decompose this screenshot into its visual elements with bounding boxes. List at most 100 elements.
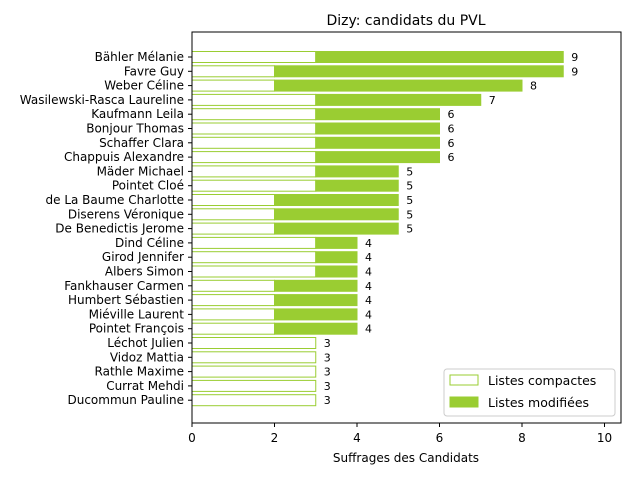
- y-tick-label: Weber Céline: [104, 79, 184, 93]
- bar-compactes: [191, 51, 317, 63]
- bar-modifiees: [315, 265, 358, 278]
- value-label: 3: [324, 366, 331, 379]
- bar-modifiees: [315, 93, 482, 106]
- bar-modifiees: [274, 322, 358, 335]
- bar-modifiees: [315, 236, 358, 249]
- value-label: 9: [571, 65, 578, 78]
- value-label: 4: [365, 251, 372, 264]
- legend-frame: [443, 368, 616, 417]
- value-label: 4: [365, 266, 372, 279]
- y-tick-label: Schaffer Clara: [99, 136, 184, 150]
- bar-modifiees: [274, 308, 358, 321]
- y-tick-label: Chappuis Alexandre: [64, 150, 184, 164]
- bar-compactes: [191, 236, 317, 249]
- y-tick-label: Humbert Sébastien: [68, 293, 184, 307]
- bar-modifiees: [315, 136, 440, 149]
- bar-compactes: [191, 294, 275, 307]
- legend-swatch-compactes: [449, 374, 479, 386]
- bar-compactes: [191, 93, 317, 106]
- bar-compactes: [191, 222, 275, 235]
- y-tick-label: Miéville Laurent: [89, 307, 185, 321]
- bar-compactes: [191, 322, 275, 335]
- bar-modifiees: [315, 151, 440, 164]
- y-tick-label: de La Baume Charlotte: [46, 193, 185, 207]
- bar-modifiees: [274, 208, 399, 221]
- bar-modifiees: [315, 108, 440, 121]
- bar-modifiees: [274, 79, 523, 92]
- plot-frame: [191, 31, 622, 424]
- value-label: 9: [571, 51, 578, 64]
- bar-compactes: [191, 65, 275, 78]
- value-label: 5: [406, 165, 413, 178]
- y-tick-label: Fankhauser Carmen: [64, 279, 184, 293]
- legend-swatch-modifiees: [449, 396, 479, 408]
- bar-compactes: [191, 337, 317, 349]
- x-tick-label: 2: [271, 431, 279, 445]
- bar-modifiees: [315, 179, 399, 192]
- y-tick-label: Bähler Mélanie: [95, 50, 184, 64]
- value-label: 4: [365, 323, 372, 336]
- y-tick-label: Favre Guy: [124, 64, 184, 78]
- y-tick-label: Vidoz Mattia: [110, 350, 184, 364]
- value-label: 5: [406, 223, 413, 236]
- bar-compactes: [191, 108, 317, 121]
- bar-modifiees: [274, 279, 358, 292]
- value-label: 6: [448, 151, 455, 164]
- value-label: 6: [448, 137, 455, 150]
- value-label: 3: [324, 394, 331, 407]
- bar-compactes: [191, 208, 275, 221]
- y-tick-label: Mäder Michael: [97, 164, 184, 178]
- bar-compactes: [191, 122, 317, 135]
- bar-compactes: [191, 179, 317, 192]
- bar-compactes: [191, 365, 317, 378]
- bar-modifiees: [315, 122, 440, 135]
- bar-compactes: [191, 79, 275, 92]
- bar-compactes: [191, 351, 317, 364]
- bar-compactes: [191, 136, 317, 149]
- x-tick-label: 4: [353, 431, 361, 445]
- legend-label-modifiees: Listes modifiées: [488, 395, 589, 410]
- value-label: 3: [324, 337, 331, 350]
- bars-group: [191, 51, 564, 407]
- x-tick-label: 0: [188, 431, 196, 445]
- y-tick-label: Kaufmann Leila: [91, 107, 184, 121]
- y-tick-label: Bonjour Thomas: [86, 122, 184, 136]
- legend: Listes compactes Listes modifiées: [443, 368, 616, 417]
- bar-modifiees: [315, 51, 564, 63]
- value-label: 4: [365, 237, 372, 250]
- bar-modifiees: [315, 165, 399, 178]
- value-label: 4: [365, 280, 372, 293]
- value-label: 4: [365, 294, 372, 307]
- bar-compactes: [191, 151, 317, 164]
- value-label: 3: [324, 380, 331, 393]
- y-tick-label: Pointet Cloé: [112, 179, 184, 193]
- bar-compactes: [191, 194, 275, 206]
- y-tick-label: Wasilewski-Rasca Laureline: [20, 93, 184, 107]
- value-label: 6: [448, 123, 455, 136]
- y-tick-label: Albers Simon: [105, 265, 184, 279]
- bar-compactes: [191, 394, 317, 407]
- legend-label-compactes: Listes compactes: [488, 373, 596, 388]
- value-label: 5: [406, 194, 413, 207]
- bar-compactes: [191, 279, 275, 292]
- bar-modifiees: [274, 65, 564, 78]
- x-tick-label: 6: [436, 431, 444, 445]
- x-axis-ticks: 0 2 4 6 8 10: [188, 423, 612, 445]
- bar-compactes: [191, 308, 275, 321]
- y-tick-label: Ducommun Pauline: [67, 393, 184, 407]
- value-label: 7: [489, 94, 496, 107]
- y-tick-label: Currat Mehdi: [106, 379, 184, 393]
- y-tick-label: De Benedictis Jerome: [55, 222, 184, 236]
- y-tick-label: Girod Jennifer: [102, 250, 184, 264]
- bar-compactes: [191, 165, 317, 178]
- x-axis-label: Suffrages des Candidats: [333, 451, 479, 465]
- bar-modifiees: [315, 251, 358, 264]
- bar-modifiees: [274, 194, 399, 206]
- y-tick-label: Rathle Maxime: [95, 365, 184, 379]
- y-tick-label: Pointet François: [89, 322, 184, 336]
- x-tick-label: 8: [518, 431, 526, 445]
- value-label: 5: [406, 208, 413, 221]
- x-tick-label: 10: [597, 431, 612, 445]
